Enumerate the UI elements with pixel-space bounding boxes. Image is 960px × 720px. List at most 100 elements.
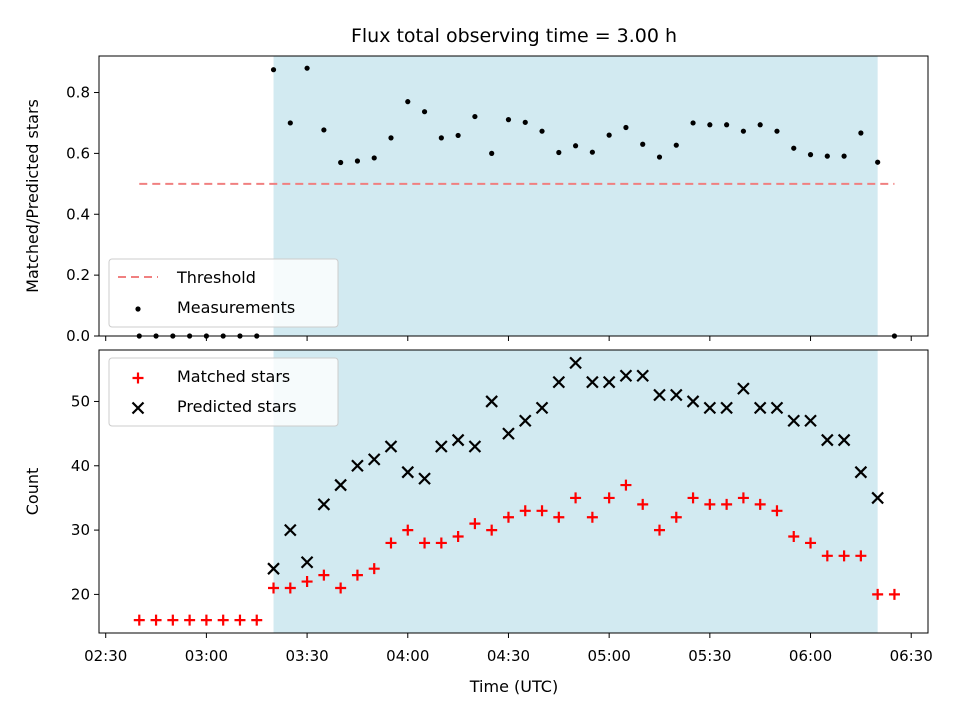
data-point [791,145,797,151]
data-point [522,119,528,125]
data-point [569,356,582,370]
data-point [184,614,196,626]
data-point [721,498,733,510]
data-point [368,563,380,575]
data-point [318,569,330,581]
data-point [335,582,347,594]
data-point [757,122,763,128]
data-point [284,582,296,594]
data-point [421,109,428,115]
data-point [623,124,629,131]
data-point [552,375,566,389]
count-panel-y-label: Count [23,468,42,516]
y-tick-label: 0.6 [66,144,90,162]
data-point [502,511,514,523]
data-point [703,401,717,415]
data-point [821,550,833,562]
data-point [589,149,595,155]
data-point [872,588,884,600]
data-point [354,158,361,164]
ratio-panel-x-ticks [105,336,912,341]
data-point [821,433,834,447]
data-point [435,440,448,453]
data-point [754,498,766,510]
data-point [300,555,314,569]
data-point [586,511,598,523]
data-point [287,120,293,126]
observing-window-band [273,56,878,336]
legend-swatch [131,401,145,415]
data-point [888,588,900,600]
data-point [321,127,327,133]
data-point [740,128,747,134]
x-tick-label: 04:30 [487,647,530,665]
data-point [469,518,481,530]
data-point [670,511,682,523]
x-tick-label: 05:00 [588,647,631,665]
data-point [468,440,482,453]
data-point [234,614,246,626]
data-point [502,427,515,440]
x-tick-label: 06:30 [890,647,933,665]
data-point [807,152,814,158]
data-point [804,414,817,428]
data-point [385,537,397,549]
y-tick-label: 0.0 [66,327,90,345]
data-point [637,498,649,510]
data-point [805,537,817,549]
data-point [150,614,162,626]
data-point [673,142,679,148]
data-point [640,141,646,147]
data-point [518,414,532,428]
data-point [858,130,864,136]
data-point [774,128,780,134]
data-point [770,401,784,415]
data-point [489,150,495,156]
legend-label: Measurements [177,298,295,317]
data-point [338,159,344,166]
legend-box [108,357,339,427]
data-point [435,537,447,549]
data-point [455,132,461,139]
chart-title: Flux total observing time = 3.00 h [351,25,677,47]
count-panel-legend: Matched stars Predicted stars [108,357,339,427]
data-point [686,395,700,408]
data-point [351,569,363,581]
y-tick-label: 50 [71,392,90,410]
x-tick-label: 05:30 [688,647,731,665]
data-point [837,433,851,447]
data-point [720,401,733,415]
data-point [486,524,498,536]
data-point [217,614,229,626]
count-panel-x-ticks: 02:30 03:00 03:30 04:00 04:30 05:00 05:30 06:00… [84,633,933,665]
x-tick-label: 03:30 [285,647,328,665]
data-point [317,498,331,511]
data-point [438,135,444,141]
data-point [536,505,548,517]
ratio-panel-y-label: Matched/Predicted stars [23,99,42,293]
data-point [284,523,297,537]
data-point [619,369,633,383]
data-point [690,120,696,126]
data-point [787,414,801,428]
count-panel-y-ticks: 20 30 40 50 [71,392,99,603]
data-point [539,128,545,134]
data-point [620,479,632,491]
ratio-panel-frame [98,55,929,337]
ratio-panel-y-ticks: 0.0 0.2 0.4 0.6 0.8 [66,84,99,345]
legend-label: Matched stars [177,367,290,386]
data-point [419,537,431,549]
data-point [133,614,145,626]
data-point [586,375,599,389]
data-point [167,614,179,626]
data-point [724,122,730,128]
data-point [367,453,381,466]
count-panel-marks [133,356,900,626]
data-point [854,465,868,479]
data-point [301,576,313,588]
data-point [556,149,562,156]
y-tick-label: 40 [71,457,90,475]
data-point [405,99,411,105]
data-point [737,382,750,395]
ratio-panel: 0.00.20.40.60.8 Matched/Predicted stars … [23,55,929,345]
